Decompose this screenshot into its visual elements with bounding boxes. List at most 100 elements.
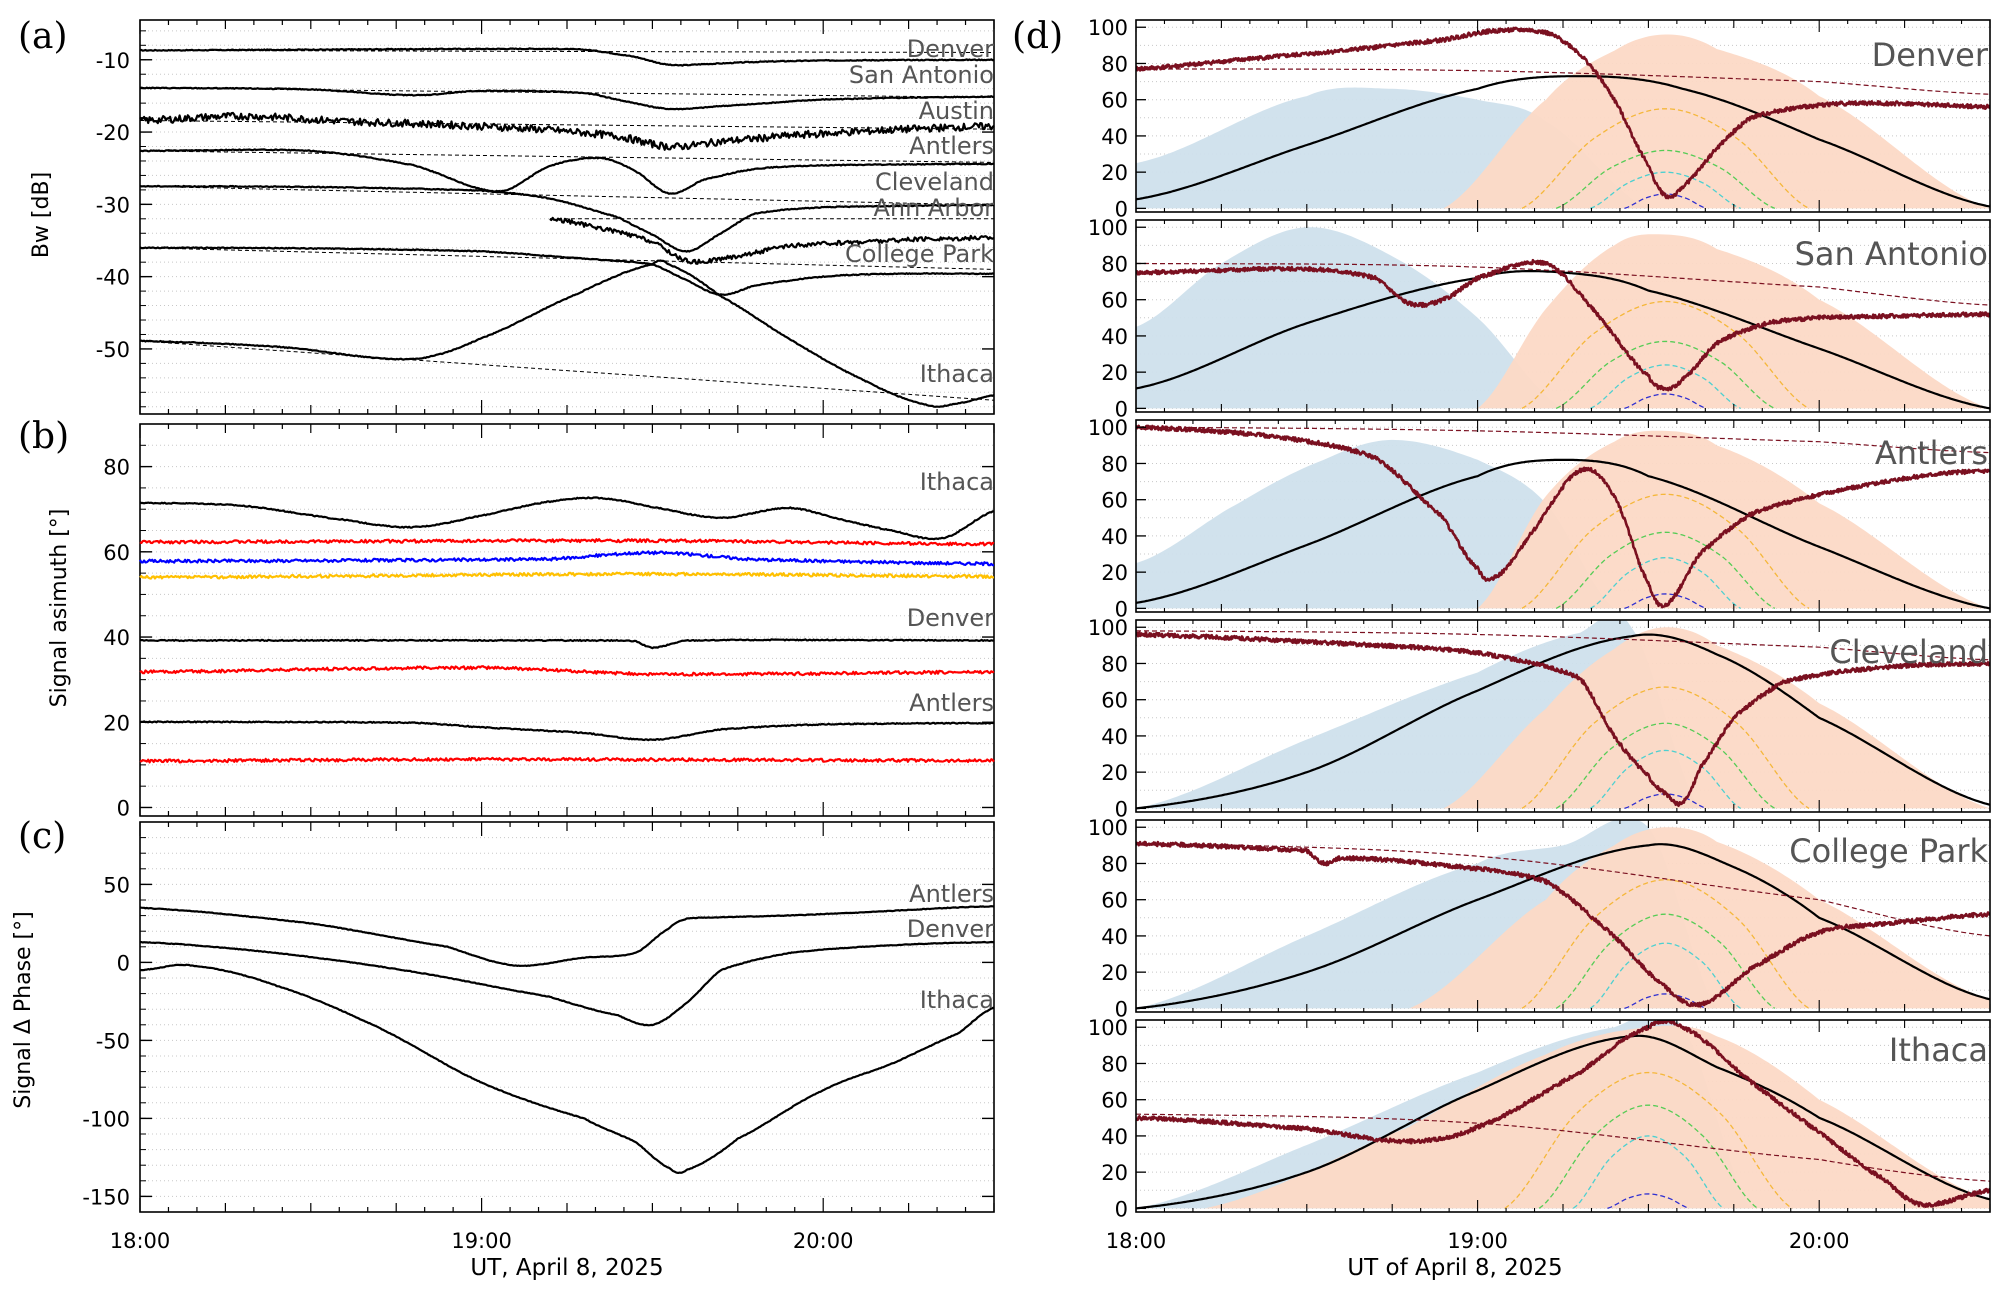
reference-line-ithaca [139,340,995,401]
d-label-antlers: Antlers [1875,434,1988,472]
series-b-ithaca [139,496,995,541]
y-tick-label: 80 [1101,252,1128,276]
series-b-denver [139,638,995,650]
y-tick-label: 0 [1115,197,1128,221]
subplot-cleveland: 0 20 40 60 80 100 [1088,616,1991,821]
d-label-cleveland: Cleveland [1829,633,1988,671]
y-tick-label: -30 [96,193,130,217]
observed-curve [1136,840,1990,1008]
y-tick-label: 0 [1115,797,1128,821]
c-label-ithaca: Ithaca [920,986,994,1014]
y-tick-label: -40 [96,266,130,290]
orange-dashed-curve [1521,493,1810,609]
cyan-dashed-curve [1572,1135,1725,1209]
series-a-antlers [139,148,995,195]
subplot-antlers: 0 20 40 60 80 100 [1088,416,1991,621]
d-label-ithaca: Ithaca [1889,1031,1988,1069]
axes-frame-c [139,821,995,1213]
y-tick-label: 0 [1115,997,1128,1021]
observed-curve [1136,26,1990,200]
b-label-ithaca: Ithaca [920,468,994,496]
subplot-plot-area [1136,820,1990,1010]
c-label-antlers: Antlers [909,880,994,908]
cyan-dashed-curve [1590,171,1741,210]
y-tick-label: 20 [1101,361,1128,385]
peach-area [1443,34,1990,209]
series-a-denver [140,47,994,67]
y-tick-label: 0 [117,796,130,820]
y-tick-label: 50 [103,873,130,897]
a-label-college-park: College Park [845,240,994,268]
orange-dashed-curve [1521,879,1810,1009]
panel-d-station-labels: Denver San Antonio Antlers Cleveland Col… [1789,36,1989,1069]
y-tick-label: 80 [1101,652,1128,676]
y-tick-label: 40 [1101,325,1128,349]
b-label-antlers: Antlers [909,689,994,717]
y-tick-label: 40 [1101,925,1128,949]
panel-a: -10 -20 -30 -40 -50 [96,19,995,415]
reference-dashed [1136,630,1990,661]
x-tick-label: 19:00 [1447,1229,1508,1253]
panel-b: 0 20 40 60 80 [103,423,995,820]
reference-line-cleveland [139,185,995,206]
a-label-denver: Denver [907,35,994,63]
y-tick-label: 60 [1101,289,1128,313]
y-tick-label: 40 [1101,725,1128,749]
y-tick-label: 20 [1101,761,1128,785]
y-tick-label: -50 [96,338,130,362]
reference-dashed [1136,426,1990,454]
model-curve [1136,1034,1990,1210]
y-tick-label: 80 [1101,452,1128,476]
green-dashed-curve [1555,531,1776,609]
y-tick-label: 60 [1101,889,1128,913]
y-tick-label: 80 [1101,852,1128,876]
panel-label-c: (c) [18,816,66,857]
observed-curve [1136,1020,1990,1208]
peach-area [1409,827,1990,1009]
orange-dashed-curve [1521,108,1810,209]
y-tick-label: 80 [1101,52,1128,76]
y-tick-label: 40 [103,626,130,650]
y-tick-label: 20 [1101,1161,1128,1185]
cyan-dashed-curve [1589,749,1741,809]
a-label-austin: Austin [919,97,994,125]
green-dashed-curve [1555,913,1776,1009]
observed-curve [1136,258,1990,392]
blue-area [1136,439,1615,609]
model-curve [1136,458,1990,610]
violet-dashed-curve [1624,993,1707,1010]
d-label-denver: Denver [1872,36,1989,74]
series-b-blue-1 [139,550,995,567]
y-tick-label: 20 [1101,961,1128,985]
series-b-antlers [139,720,995,742]
panel-c: 50 0 -50 -100 -150 18:00 19:00 20:00 [82,821,995,1253]
y-tick-label: 20 [103,711,130,735]
series-b-red-3 [139,756,995,764]
y-tick-label: 60 [1101,89,1128,113]
y-tick-label: -20 [96,121,130,145]
observed-curve [1136,631,1990,807]
panel-b-station-labels: Ithaca Denver Antlers [907,468,994,717]
y-tick-label: 40 [1101,1125,1128,1149]
model-curve [1136,75,1990,208]
a-label-ann-arbor: Ann Arbor [873,194,994,222]
ylabel-b: Signal asimuth [°] [47,509,72,708]
reference-line-antlers [139,150,995,163]
xlabel-right: UT of April 8, 2025 [1347,1255,1562,1281]
y-tick-label: 60 [1101,489,1128,513]
reference-dashed [1136,262,1990,306]
panel-d: 0204060801000204060801000204060801000204… [1088,16,1991,1253]
y-tick-label: 100 [1088,216,1128,240]
blue-area [1136,227,1563,409]
panel-label-b: (b) [18,416,69,457]
subplot-denver: 0 20 40 60 80 100 [1088,16,1991,221]
x-tick-label: 19:00 [451,1229,512,1253]
y-tick-label: 60 [1101,1089,1128,1113]
y-tick-label: 40 [1101,525,1128,549]
series-a-austin [139,111,995,151]
violet-dashed-curve [1607,1193,1690,1210]
b-label-denver: Denver [907,604,994,632]
series-a-college-park [139,246,995,296]
series-b-red-2 [139,665,995,677]
series-a-ann-arbor [549,216,995,265]
